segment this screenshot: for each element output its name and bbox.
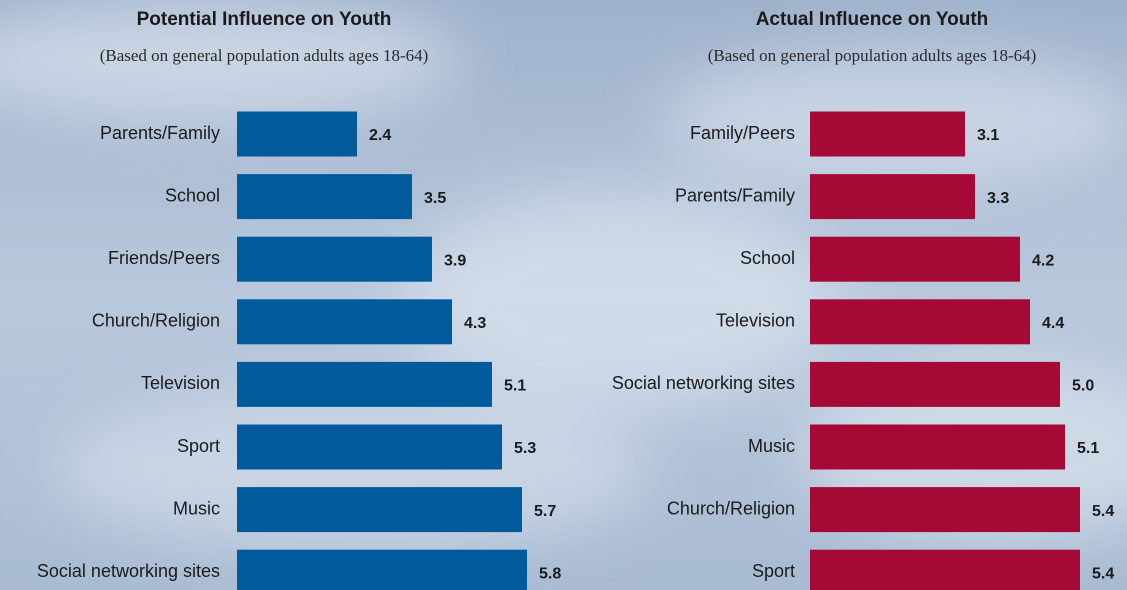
bar: [237, 237, 432, 282]
value-label: 3.9: [444, 252, 466, 269]
chart-subtitle: (Based on general population adults ages…: [100, 46, 429, 65]
category-label: Social networking sites: [612, 373, 795, 393]
value-label: 5.1: [504, 378, 526, 395]
category-label: Television: [141, 373, 220, 393]
value-label: 5.8: [539, 565, 561, 582]
bar: [810, 550, 1080, 590]
value-label: 4.2: [1032, 252, 1054, 269]
bar: [237, 299, 452, 344]
category-label: Music: [748, 436, 795, 456]
bar: [237, 362, 492, 407]
value-label: 5.0: [1072, 378, 1094, 395]
bar: [237, 550, 527, 590]
bar: [810, 362, 1060, 407]
value-label: 5.7: [534, 503, 556, 520]
category-label: Television: [716, 311, 795, 331]
category-label: Church/Religion: [667, 498, 795, 518]
bar: [810, 487, 1080, 532]
chart-title: Actual Influence on Youth: [756, 9, 989, 30]
value-label: 3.1: [977, 127, 999, 144]
bar: [237, 112, 357, 157]
bar: [237, 425, 502, 470]
bar: [810, 237, 1020, 282]
bar: [810, 174, 975, 219]
bar: [810, 425, 1065, 470]
category-label: Friends/Peers: [108, 248, 220, 268]
category-label: Parents/Family: [675, 185, 795, 205]
category-label: School: [165, 185, 220, 205]
bar: [810, 299, 1030, 344]
bar: [810, 112, 965, 157]
category-label: Social networking sites: [37, 561, 220, 581]
value-label: 5.3: [514, 440, 536, 457]
category-label: Family/Peers: [690, 123, 795, 143]
value-label: 5.4: [1092, 565, 1114, 582]
category-label: Music: [173, 498, 220, 518]
chart-title: Potential Influence on Youth: [137, 9, 392, 30]
category-label: Parents/Family: [100, 123, 220, 143]
category-label: Sport: [177, 436, 220, 456]
bar: [237, 487, 522, 532]
category-label: School: [740, 248, 795, 268]
category-label: Sport: [752, 561, 795, 581]
bar: [237, 174, 412, 219]
value-label: 3.3: [987, 190, 1009, 207]
value-label: 5.1: [1077, 440, 1099, 457]
value-label: 4.4: [1042, 315, 1064, 332]
value-label: 3.5: [424, 190, 446, 207]
chart: Potential Influence on Youth (Based on ge…: [0, 0, 1127, 590]
chart-subtitle: (Based on general population adults ages…: [708, 46, 1037, 65]
value-label: 2.4: [369, 127, 391, 144]
value-label: 5.4: [1092, 503, 1114, 520]
category-label: Church/Religion: [92, 311, 220, 331]
value-label: 4.3: [464, 315, 486, 332]
